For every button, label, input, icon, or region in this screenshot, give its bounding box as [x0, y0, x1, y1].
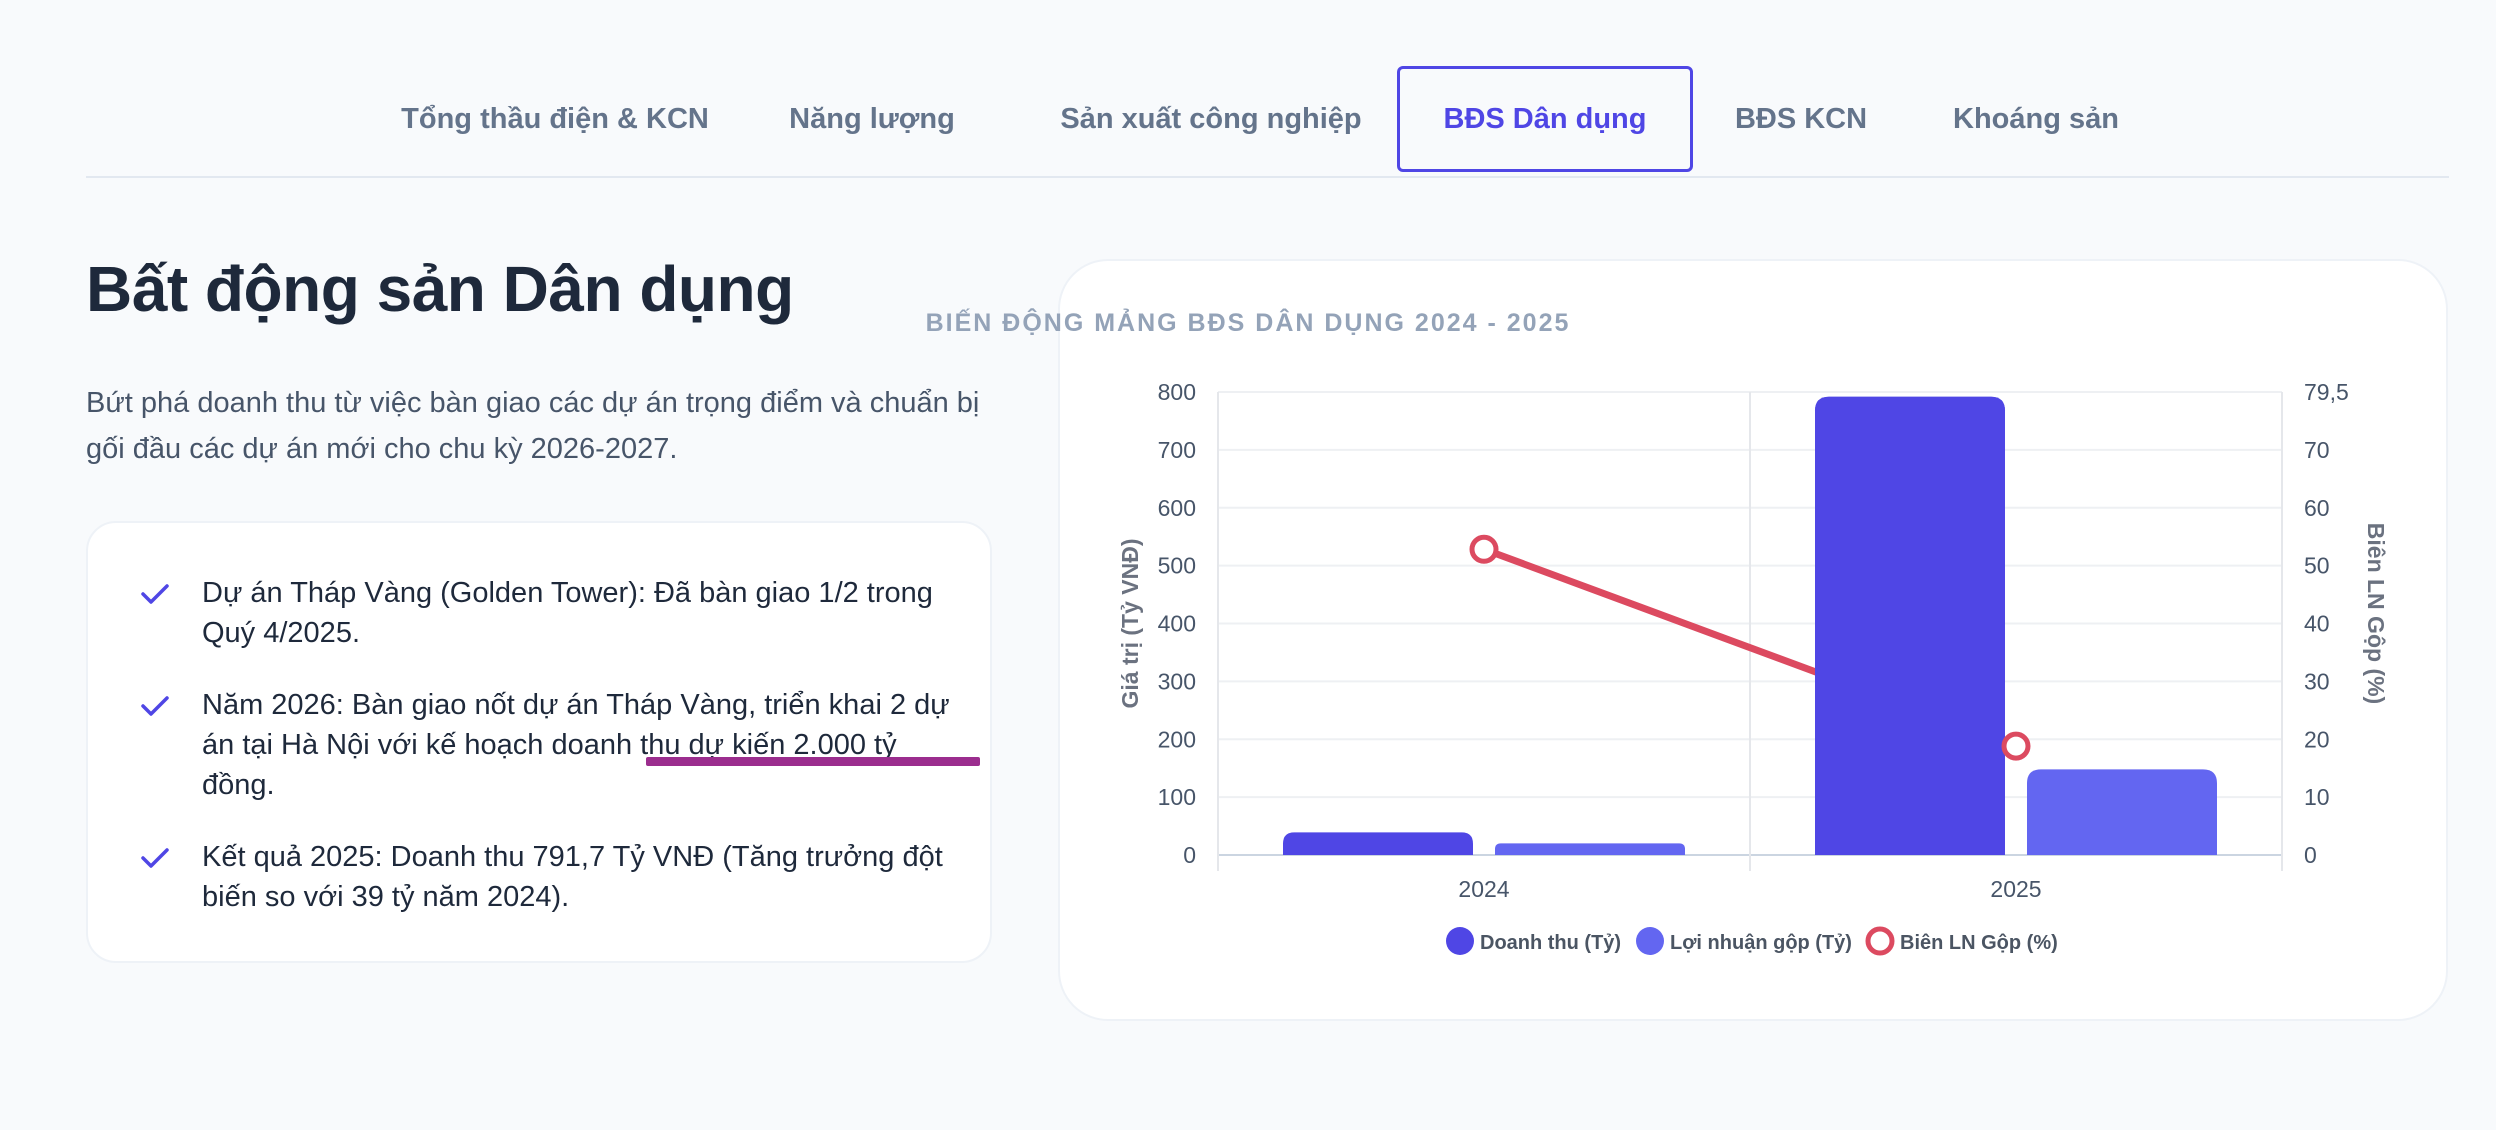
- highlight-text: Năm 2026: Bàn giao nốt dự án Tháp Vàng, …: [202, 689, 950, 801]
- annotation-underline: [646, 757, 980, 766]
- tab-san-xuat-cong-nghiep[interactable]: Sản xuất công nghiệp: [1060, 102, 1362, 135]
- chart-card: [1058, 259, 2448, 1021]
- highlights-card: Dự án Tháp Vàng (Golden Tower): Đã bàn g…: [86, 521, 992, 963]
- tab-nang-luong[interactable]: Năng lượng: [789, 102, 955, 135]
- check-icon: [141, 696, 169, 716]
- tab-bds-dan-dung[interactable]: BĐS Dân dụng: [1397, 66, 1693, 172]
- section-title: Bất động sản Dân dụng: [86, 253, 794, 325]
- tab-khoang-san[interactable]: Khoáng sản: [1953, 102, 2119, 135]
- chart-title: BIẾN ĐỘNG MẢNG BĐS DÂN DỤNG 2024 - 2025: [925, 309, 1571, 337]
- tab-tong-thau-dien-kcn[interactable]: Tổng thầu điện & KCN: [401, 102, 709, 135]
- check-icon: [141, 584, 169, 604]
- section-intro: Bứt phá doanh thu từ việc bàn giao các d…: [86, 387, 980, 465]
- highlight-text: Dự án Tháp Vàng (Golden Tower): Đã bàn g…: [202, 577, 933, 649]
- highlight-text: Kết quả 2025: Doanh thu 791,7 Tỷ VNĐ (Tă…: [202, 841, 943, 913]
- tab-bds-kcn[interactable]: BĐS KCN: [1734, 102, 1868, 135]
- tab-bar: Tổng thầu điện & KCN Năng lượng Sản xuất…: [86, 64, 2449, 178]
- check-icon: [141, 848, 169, 868]
